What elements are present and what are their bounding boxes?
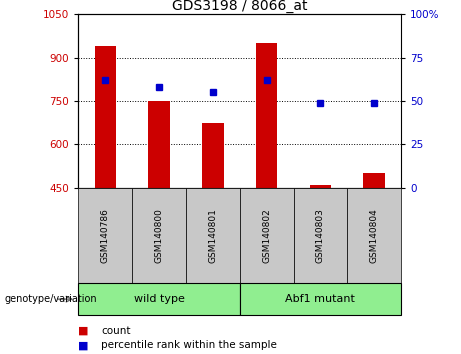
Bar: [78, 188, 132, 283]
Text: GSM140800: GSM140800: [154, 208, 164, 263]
Text: GSM140786: GSM140786: [101, 208, 110, 263]
Bar: [202, 122, 224, 188]
Text: ■: ■: [78, 340, 89, 350]
Text: percentile rank within the sample: percentile rank within the sample: [101, 340, 278, 350]
Text: ■: ■: [78, 326, 89, 336]
Bar: [132, 188, 186, 283]
Bar: [95, 46, 116, 188]
Title: GDS3198 / 8066_at: GDS3198 / 8066_at: [172, 0, 307, 13]
Text: count: count: [101, 326, 131, 336]
Text: Abf1 mutant: Abf1 mutant: [285, 294, 355, 304]
Bar: [78, 283, 240, 315]
Bar: [294, 188, 347, 283]
Bar: [347, 188, 401, 283]
Text: GSM140804: GSM140804: [370, 208, 378, 263]
Bar: [240, 283, 401, 315]
Text: wild type: wild type: [134, 294, 184, 304]
Bar: [256, 43, 278, 188]
Text: GSM140801: GSM140801: [208, 208, 217, 263]
Bar: [310, 185, 331, 188]
Bar: [240, 188, 294, 283]
Bar: [148, 101, 170, 188]
Bar: [186, 188, 240, 283]
Text: GSM140803: GSM140803: [316, 208, 325, 263]
Text: genotype/variation: genotype/variation: [5, 294, 97, 304]
Text: GSM140802: GSM140802: [262, 208, 271, 263]
Bar: [363, 173, 385, 188]
